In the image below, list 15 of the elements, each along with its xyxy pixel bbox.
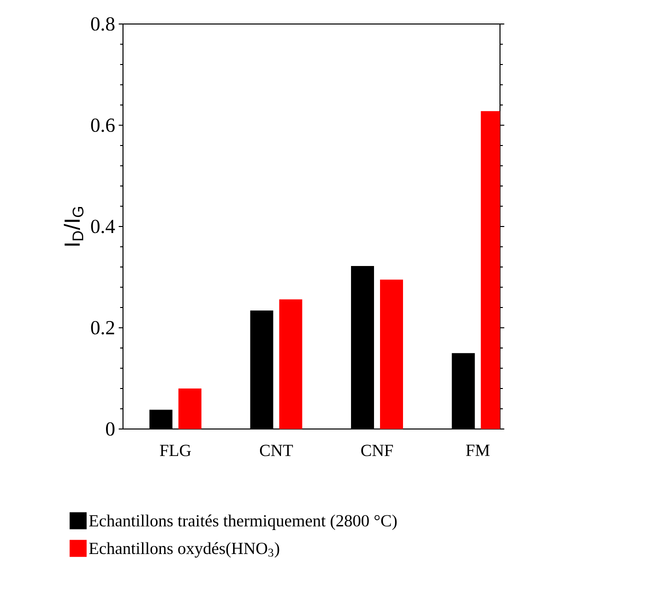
y-tick-label: 0.8: [91, 17, 114, 31]
legend-label: Echantillons oxydés(HNO$_{3}$): [89, 542, 280, 558]
bar: [380, 280, 404, 429]
y-tick-label: 0.2: [91, 320, 114, 335]
x-tick-label: CNF: [361, 444, 393, 456]
x-tick-label: CNT: [260, 444, 293, 456]
x-tick-label: FM: [466, 444, 490, 456]
y-axis-title: I$_{D}$/I$_{G}$: [64, 207, 84, 246]
y-tick-label: 0: [106, 422, 114, 436]
x-tick-label: FLG: [160, 444, 191, 456]
y-tick-label: 0.4: [91, 220, 115, 234]
legend-label: Echantillons traités thermiquement (2800 °C): [89, 514, 397, 530]
bar: [178, 388, 202, 429]
bar: [279, 299, 302, 429]
y-tick-label: 0.6: [91, 118, 115, 132]
